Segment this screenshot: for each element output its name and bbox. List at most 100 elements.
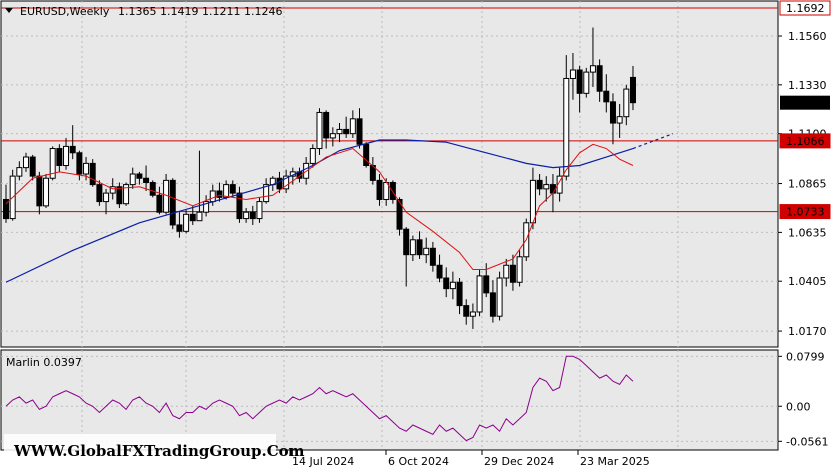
candle	[49, 146, 56, 181]
candle	[156, 186, 163, 215]
candle	[503, 258, 510, 287]
candle	[236, 186, 243, 223]
indicator-panel[interactable]	[0, 349, 779, 451]
candle	[216, 182, 223, 202]
candle-body	[389, 181, 396, 200]
candle	[469, 303, 476, 329]
candle	[489, 280, 496, 323]
level-label[interactable]: 1.1066	[786, 135, 825, 148]
candle	[229, 180, 236, 198]
candle-body	[503, 264, 510, 279]
candle-body	[309, 148, 316, 164]
candle	[476, 269, 483, 317]
candle-body	[489, 292, 496, 317]
candle-body	[3, 198, 9, 220]
osc-tick-label: 0.00	[786, 400, 811, 413]
slow-ma-line	[5, 139, 634, 283]
level-label[interactable]: 1.0733	[786, 206, 825, 219]
candle-body	[343, 128, 350, 135]
candle-body	[83, 162, 90, 175]
candle-body	[156, 194, 163, 213]
candle	[276, 171, 283, 194]
price-tick-label: 1.0635	[788, 226, 827, 239]
candle	[543, 176, 550, 202]
candle-body	[136, 173, 143, 179]
level-label[interactable]: 1.1692	[786, 2, 825, 15]
candle-body	[556, 175, 563, 194]
watermark-background	[4, 434, 276, 468]
current-price-label[interactable]: 1.1246	[786, 97, 825, 110]
candle	[203, 195, 210, 217]
level-label-box[interactable]	[779, 133, 831, 149]
candle-body	[336, 128, 343, 135]
candle-body	[316, 111, 323, 150]
candle-body	[329, 133, 336, 139]
candle	[143, 165, 150, 191]
candle-body	[256, 201, 263, 220]
candle	[43, 174, 50, 208]
collapse-triangle-icon[interactable]	[5, 8, 13, 13]
candle	[249, 205, 256, 225]
candle	[36, 171, 43, 215]
candle-body	[496, 277, 503, 317]
candle	[69, 125, 76, 160]
candle-body	[569, 69, 576, 79]
candle	[169, 178, 176, 230]
candle	[436, 254, 443, 283]
candle-body	[263, 184, 270, 203]
price-axis[interactable]: 1.15601.13301.11001.08651.06351.04051.01…	[778, 0, 831, 338]
osc-tick-label: 0.0799	[786, 350, 825, 363]
price-panel[interactable]	[0, 0, 779, 348]
candle-body	[196, 211, 203, 222]
price-tick-label: 1.0170	[788, 325, 827, 338]
candle-body	[249, 211, 256, 220]
candle	[243, 207, 250, 223]
candle-body	[549, 184, 556, 194]
candle	[429, 241, 436, 272]
current-price-box[interactable]	[780, 95, 830, 110]
candle-body	[229, 184, 236, 194]
candle	[63, 137, 70, 170]
level-label-box[interactable]	[779, 0, 831, 16]
horizontal-levels[interactable]	[1, 7, 778, 213]
candle-body	[123, 184, 130, 205]
candle	[16, 161, 23, 181]
candle-body	[223, 184, 230, 198]
candle-body	[96, 184, 103, 203]
candle-body	[483, 275, 490, 294]
candle	[509, 254, 516, 291]
candle	[196, 150, 203, 222]
candle-body	[69, 145, 76, 154]
candle-body	[236, 192, 243, 220]
price-tick-label: 1.1330	[788, 79, 827, 92]
candle	[516, 250, 523, 287]
osc-tick-label: -0.0561	[786, 435, 828, 448]
level-label-box[interactable]	[779, 204, 831, 220]
ohlc-values: 1.1365 1.1419 1.1211 1.1246	[118, 5, 282, 18]
candle	[149, 180, 156, 198]
candle-body	[409, 239, 416, 256]
oscillator-line	[5, 355, 634, 442]
candle	[96, 180, 103, 206]
candle	[556, 167, 563, 202]
candle-body	[469, 311, 476, 317]
time-axis[interactable]: 14 Jul 2024 6 Oct 2024 29 Dec 2024 23 Mar 2…	[289, 450, 650, 468]
candle	[443, 267, 450, 298]
candle-body	[209, 190, 216, 203]
time-tick-label: 23 Mar 2025	[580, 455, 650, 468]
indicator-axis: 0.0799 0.00 -0.0561	[778, 350, 828, 448]
candle	[623, 84, 630, 126]
candle-body	[423, 247, 430, 256]
grid-lines	[1, 1, 778, 450]
candle-body	[89, 162, 96, 186]
candle-body	[543, 184, 550, 190]
candle-body	[516, 256, 523, 283]
fast-ma-line	[5, 143, 634, 271]
candle-body	[536, 179, 543, 190]
candle-body	[63, 145, 70, 167]
candle-body	[29, 156, 36, 177]
candle-body	[176, 224, 183, 232]
candle	[569, 53, 576, 100]
candle	[423, 237, 430, 264]
